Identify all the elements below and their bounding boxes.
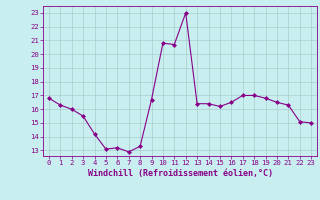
X-axis label: Windchill (Refroidissement éolien,°C): Windchill (Refroidissement éolien,°C) [87, 169, 273, 178]
